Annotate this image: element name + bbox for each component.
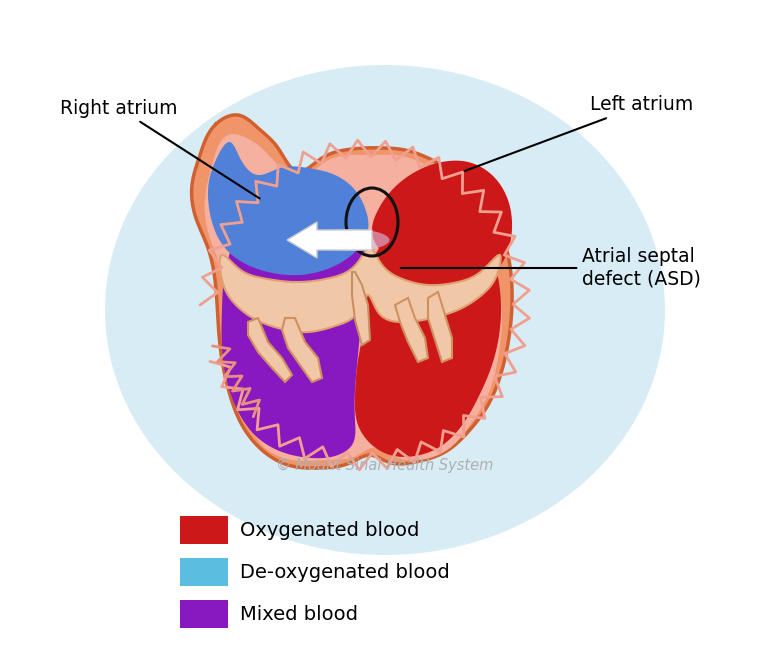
Bar: [180, 600, 228, 628]
Text: © Mount Sinai Health System: © Mount Sinai Health System: [276, 458, 494, 472]
Polygon shape: [219, 248, 500, 332]
Polygon shape: [395, 298, 428, 362]
Polygon shape: [205, 134, 502, 461]
Polygon shape: [222, 187, 372, 458]
Ellipse shape: [310, 229, 390, 251]
Polygon shape: [208, 142, 368, 276]
Text: Mixed blood: Mixed blood: [240, 605, 358, 624]
Ellipse shape: [105, 65, 665, 555]
Bar: [180, 558, 228, 586]
Bar: [180, 516, 228, 544]
Text: Left atrium: Left atrium: [464, 95, 693, 171]
Polygon shape: [352, 272, 370, 345]
Polygon shape: [355, 218, 501, 457]
FancyArrow shape: [287, 222, 372, 258]
Polygon shape: [428, 292, 452, 362]
Polygon shape: [372, 161, 512, 289]
Text: Right atrium: Right atrium: [60, 99, 259, 198]
Polygon shape: [282, 318, 322, 382]
Text: Oxygenated blood: Oxygenated blood: [240, 521, 420, 540]
Polygon shape: [192, 115, 512, 468]
Text: Atrial septal
defect (ASD): Atrial septal defect (ASD): [400, 247, 701, 288]
Polygon shape: [248, 318, 292, 382]
Text: De-oxygenated blood: De-oxygenated blood: [240, 562, 450, 581]
